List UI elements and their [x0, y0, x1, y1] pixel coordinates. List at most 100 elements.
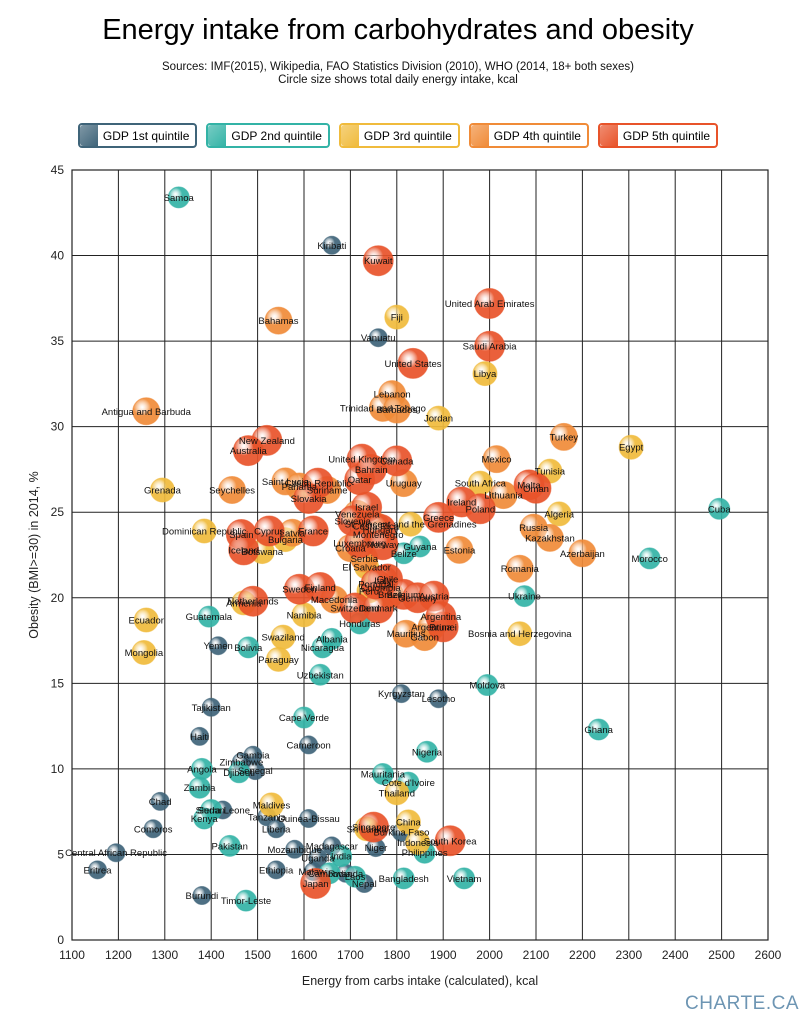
point-liberia[interactable] [266, 819, 286, 839]
point-azerbaijan[interactable] [568, 539, 597, 568]
point-ecuador[interactable] [133, 607, 159, 633]
point-singapore[interactable] [358, 811, 390, 843]
point-uzbekistan[interactable] [309, 663, 332, 686]
point-bosnia-and-herzegovina[interactable] [507, 621, 533, 647]
point-cuba[interactable] [708, 497, 731, 520]
point-kenya[interactable] [193, 807, 216, 830]
point-ukraine[interactable] [513, 585, 536, 608]
legend-item-gdp-5th-quintile[interactable]: GDP 5th quintile [597, 123, 719, 148]
point-zambia[interactable] [188, 776, 211, 799]
point-seychelles[interactable] [218, 475, 247, 504]
point-france[interactable] [297, 515, 329, 547]
point-egypt[interactable] [618, 434, 644, 460]
point-haiti[interactable] [190, 726, 210, 746]
point-kyrgyzstan[interactable] [391, 684, 411, 704]
point-kuwait[interactable] [362, 245, 394, 277]
point-united-states[interactable] [397, 347, 429, 379]
point-bahrain[interactable] [355, 453, 387, 485]
point-netherlands[interactable] [237, 585, 269, 617]
point-japan[interactable] [300, 868, 332, 900]
point-turkey[interactable] [549, 422, 578, 451]
point-indonesia[interactable] [405, 829, 431, 855]
point-oman[interactable] [520, 472, 552, 504]
point-moldova[interactable] [476, 674, 499, 697]
x-tick-label: 1100 [59, 948, 85, 962]
point-slovenia[interactable] [337, 505, 369, 537]
point-poland[interactable] [464, 493, 496, 525]
point-mexico[interactable] [482, 445, 511, 474]
point-paraguay[interactable] [265, 646, 291, 672]
point-slovakia[interactable] [293, 483, 325, 515]
legend-item-gdp-3rd-quintile[interactable]: GDP 3rd quintile [338, 123, 460, 148]
point-finland[interactable] [304, 572, 336, 604]
point-estonia[interactable] [445, 535, 474, 564]
point-bolivia[interactable] [237, 636, 260, 659]
point-greece[interactable] [423, 501, 455, 533]
point-guinea-bissau[interactable] [299, 809, 319, 829]
point-norway[interactable] [367, 529, 399, 561]
point-timor-leste[interactable] [235, 889, 257, 912]
point-pakistan[interactable] [218, 834, 241, 857]
point-ethiopia[interactable] [266, 860, 286, 880]
point-samoa[interactable] [167, 186, 190, 209]
point-albania[interactable] [320, 627, 343, 650]
point-fiji[interactable] [384, 304, 410, 330]
point-portugal[interactable] [360, 568, 392, 600]
point-kazakhstan[interactable] [535, 523, 564, 552]
point-guyana[interactable] [409, 535, 431, 558]
point-lesotho[interactable] [429, 689, 449, 709]
point-iceland[interactable] [228, 534, 260, 566]
point-label: Cameroon [286, 740, 330, 751]
point-vanuatu[interactable] [368, 328, 388, 348]
point-tajikistan[interactable] [201, 697, 221, 717]
point-china[interactable] [395, 809, 421, 835]
legend-item-gdp-2nd-quintile[interactable]: GDP 2nd quintile [206, 123, 330, 148]
point-djibouti[interactable] [228, 761, 251, 784]
legend-item-gdp-4th-quintile[interactable]: GDP 4th quintile [468, 123, 589, 148]
point-chad[interactable] [150, 791, 170, 811]
point-mauritania[interactable] [371, 763, 394, 786]
point-grenada[interactable] [149, 477, 175, 503]
point-jordan[interactable] [426, 405, 452, 431]
point-central-african-republic[interactable] [106, 843, 126, 863]
point-yemen[interactable] [208, 636, 228, 656]
point-maldives[interactable] [259, 792, 285, 818]
point-united-arab-emirates[interactable] [474, 287, 506, 319]
point-ghana[interactable] [587, 718, 610, 741]
point-bangladesh[interactable] [392, 867, 415, 890]
point-cape-verde[interactable] [293, 706, 315, 729]
point-libya[interactable] [472, 361, 498, 387]
point-cameroon[interactable] [299, 735, 319, 755]
point-algeria[interactable] [546, 501, 572, 527]
legend-item-gdp-1st-quintile[interactable]: GDP 1st quintile [77, 123, 198, 148]
point-burundi[interactable] [192, 886, 212, 906]
point-label: Central African Republic [65, 848, 167, 859]
point-label: Chad [149, 797, 172, 808]
point-argentina-5th[interactable] [425, 601, 457, 633]
point-vietnam[interactable] [453, 867, 476, 890]
point-nigeria[interactable] [415, 740, 438, 763]
point-guatemala[interactable] [197, 605, 220, 628]
point-eritrea[interactable] [88, 860, 108, 880]
point-antigua-and-barbuda[interactable] [132, 397, 161, 426]
point-comoros[interactable] [143, 819, 163, 839]
point-saudi-arabia[interactable] [474, 330, 506, 362]
point-dominican-republic[interactable] [191, 518, 217, 544]
point-south-korea[interactable] [434, 825, 466, 857]
point-kiribati[interactable] [322, 235, 342, 255]
point-romania[interactable] [505, 554, 534, 583]
point-cyprus[interactable] [253, 515, 285, 547]
point-thailand[interactable] [384, 780, 410, 806]
point-bahamas[interactable] [264, 306, 293, 335]
point-label: Ireland [447, 497, 476, 508]
point-australia[interactable] [232, 435, 264, 467]
point-label: Djibouti [223, 768, 255, 779]
point-barbados[interactable] [382, 395, 411, 424]
point-mozambique[interactable] [285, 839, 305, 859]
point-st-vincent-and-the-grenadines[interactable] [398, 511, 424, 537]
point-india[interactable] [330, 845, 353, 868]
point-morocco[interactable] [638, 547, 661, 570]
point-mongolia[interactable] [131, 640, 157, 666]
point-lithuania[interactable] [489, 481, 518, 510]
point-laos[interactable] [344, 865, 367, 888]
